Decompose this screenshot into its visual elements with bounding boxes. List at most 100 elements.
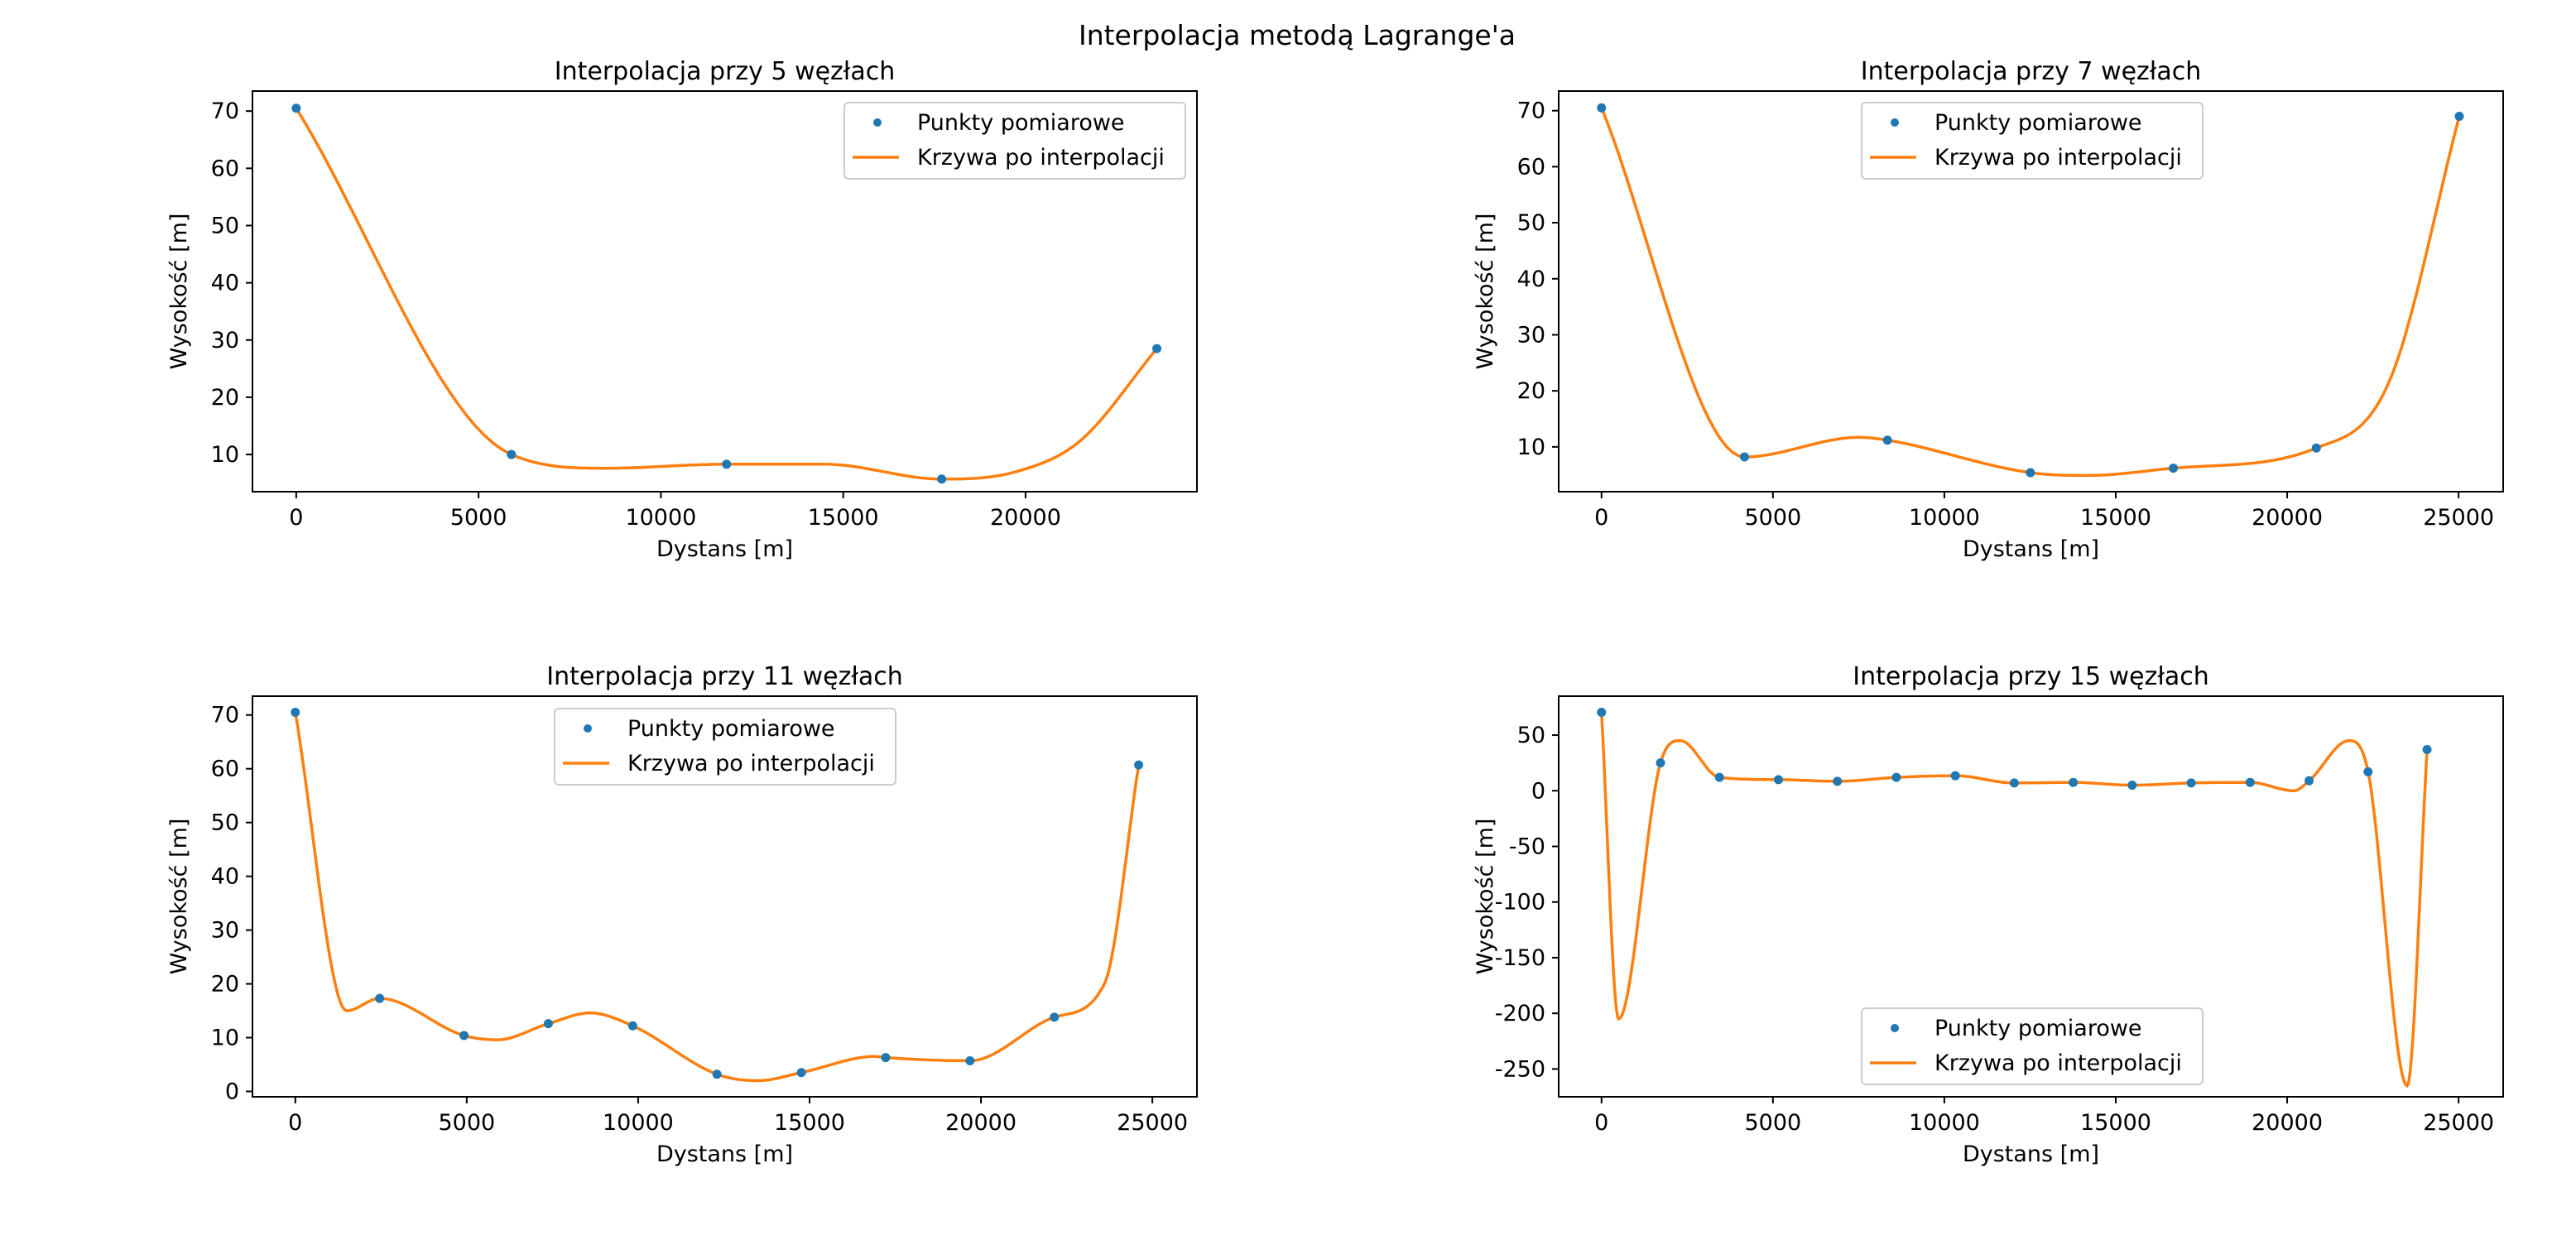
legend: Punkty pomiarowe Krzywa po interpolacji [1861, 102, 2204, 180]
data-point [712, 1069, 722, 1079]
data-point [796, 1068, 806, 1078]
data-point [1714, 772, 1724, 782]
legend-points-marker [1891, 1024, 1899, 1032]
legend-points-marker [873, 118, 882, 127]
legend-curve-label: Krzywa po interpolacji [1934, 145, 2182, 171]
axes-frame [1558, 90, 2504, 493]
x-tick-label: 20000 [2252, 505, 2323, 531]
x-tick-label: 0 [289, 505, 303, 531]
subplot-title: Interpolacja przy 15 węzłach [1853, 662, 2209, 691]
data-point [2245, 777, 2255, 787]
legend: Punkty pomiarowe Krzywa po interpolacji [843, 102, 1186, 180]
x-tick-label: 20000 [2252, 1110, 2323, 1136]
subplot-5-nodes: Interpolacja przy 5 węzłach 0 5000 10000 15… [166, 57, 1198, 562]
data-point [1597, 707, 1607, 717]
y-tick-label: 30 [1517, 322, 1545, 348]
x-tick-label: 15000 [2080, 1110, 2151, 1136]
data-point [2311, 443, 2321, 453]
interpolation-curve [1600, 712, 2429, 1089]
y-tick-label: 60 [211, 156, 239, 181]
y-tick-label: 0 [1531, 778, 1545, 804]
axes-frame [1558, 695, 2504, 1098]
data-point [1656, 758, 1665, 768]
y-tick-label: -200 [1495, 1001, 1545, 1026]
x-tick-label: 25000 [2423, 1110, 2494, 1136]
y-tick-label: 20 [1517, 378, 1545, 404]
data-point [1891, 772, 1901, 782]
data-point [291, 707, 300, 717]
interpolation-curve [295, 107, 1158, 481]
subplot-15-nodes: Interpolacja przy 15 węzłach 0 5000 10000 1… [1473, 662, 2504, 1167]
data-point [627, 1021, 637, 1031]
subplot-title: Interpolacja przy 11 węzłach [546, 662, 903, 691]
legend-points-label: Punkty pomiarowe [627, 716, 835, 742]
y-tick-label: 50 [1517, 210, 1545, 236]
y-tick-label: 60 [211, 757, 239, 782]
y-tick-label: 70 [211, 703, 239, 728]
data-point [543, 1019, 553, 1029]
x-tick-label: 5000 [438, 1110, 495, 1136]
y-tick-label: 50 [1517, 723, 1545, 748]
x-tick-label: 25000 [2423, 505, 2494, 531]
y-axis-label: Wysokość [m] [166, 819, 192, 975]
data-point [1950, 771, 1960, 781]
x-axis-label: Dystans [m] [1963, 536, 2099, 562]
x-tick-label: 15000 [774, 1110, 845, 1136]
data-point [2422, 745, 2432, 755]
x-axis-label: Dystans [m] [656, 536, 793, 562]
legend-box [554, 708, 896, 786]
data-point [2026, 468, 2035, 478]
x-tick-label: 5000 [1744, 505, 1801, 531]
legend-points-marker [1891, 118, 1899, 127]
y-axis-label: Wysokość [m] [1473, 214, 1498, 370]
subplot-11-nodes: Interpolacja przy 11 węzłach 0 5000 10000 1… [166, 662, 1198, 1167]
interpolation-curve [1600, 107, 2461, 478]
legend-curve-label: Krzywa po interpolacji [627, 751, 875, 776]
y-tick-label: 50 [211, 213, 239, 238]
data-point [2363, 767, 2373, 776]
legend-box [843, 102, 1186, 180]
y-axis-label: Wysokość [m] [166, 214, 192, 370]
x-tick-label: 10000 [603, 1110, 674, 1136]
data-point [1833, 776, 1843, 786]
data-point [1882, 435, 1892, 445]
x-tick-label: 20000 [990, 505, 1061, 531]
data-point [1134, 760, 1144, 770]
legend-box [1861, 1007, 2204, 1085]
data-point [881, 1053, 891, 1063]
data-point [965, 1055, 975, 1065]
y-axis-label: Wysokość [m] [1473, 819, 1498, 975]
y-tick-label: -150 [1495, 945, 1545, 971]
x-axis-label: Dystans [m] [1963, 1141, 2099, 1167]
x-tick-label: 15000 [808, 505, 879, 531]
y-tick-label: 30 [211, 918, 239, 944]
x-tick-label: 10000 [1909, 1110, 1980, 1136]
x-tick-label: 20000 [945, 1110, 1016, 1136]
x-tick-label: 10000 [1909, 505, 1980, 531]
x-tick-label: 0 [288, 1110, 302, 1136]
y-tick-label: 40 [1517, 267, 1545, 292]
data-point [1152, 344, 1162, 353]
y-tick-label: 20 [211, 385, 239, 411]
y-tick-label: 50 [211, 810, 239, 836]
y-tick-label: -50 [1509, 834, 1545, 860]
y-tick-label: 0 [225, 1079, 239, 1105]
data-point [2304, 776, 2314, 786]
data-point [2127, 781, 2137, 791]
y-tick-label: 60 [1517, 154, 1545, 180]
data-point [2186, 778, 2196, 788]
data-point [2069, 777, 2079, 787]
y-tick-label: 20 [211, 972, 239, 997]
data-point [1739, 452, 1749, 462]
data-point [937, 474, 947, 484]
data-point [2009, 778, 2019, 788]
y-tick-label: 10 [211, 1026, 239, 1051]
legend-points-label: Punkty pomiarowe [1934, 1016, 2142, 1041]
x-tick-label: 5000 [1744, 1110, 1801, 1136]
y-tick-label: 40 [211, 864, 239, 890]
subplot-title: Interpolacja przy 5 węzłach [555, 57, 895, 86]
data-point [291, 103, 301, 113]
data-point [1597, 103, 1607, 113]
data-point [375, 993, 385, 1003]
x-tick-label: 0 [1594, 1110, 1608, 1136]
